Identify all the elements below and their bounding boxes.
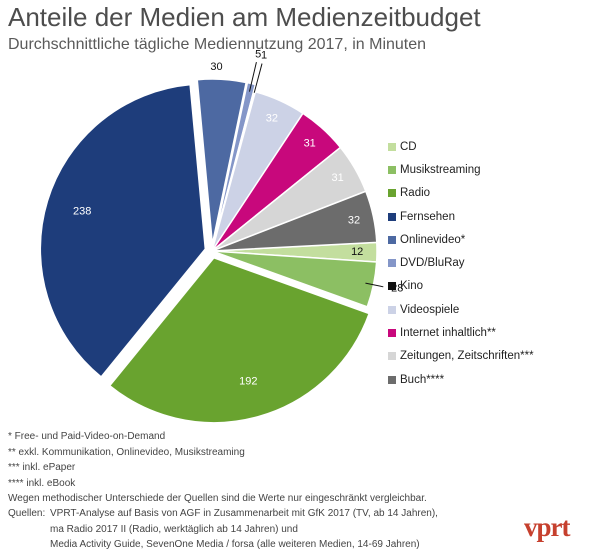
legend-label: Fernsehen [400,210,455,223]
legend: CD Musikstreaming Radio Fernsehen Online… [388,135,534,391]
legend-item-cd: CD [388,135,534,158]
value-label-dvd-bluray: 5 [255,48,261,60]
legend-label: Internet inhaltlich** [400,327,496,340]
source-line: Media Activity Guide, SevenOne Media / f… [50,539,420,550]
legend-swatch [388,212,396,221]
legend-label: Kino [400,280,424,293]
legend-swatch [388,235,396,244]
value-label-videospiele: 32 [266,113,278,125]
legend-swatch [388,142,396,151]
value-label-onlinevideo: 30 [210,61,222,73]
footnote: *** inkl. ePaper [8,462,76,473]
value-label-kino: 1 [261,50,267,62]
leader-line-dvd-bluray [249,62,257,92]
legend-item-onlinevideo: Onlinevideo* [388,228,534,251]
legend-item-videospiele: Videospiele [388,298,534,321]
value-label-internet-inhaltlich: 31 [304,137,316,149]
legend-swatch [388,352,396,361]
legend-item-internet: Internet inhaltlich** [388,321,534,344]
sources-label: Quellen: [8,508,46,519]
legend-label: Zeitungen, Zeitschriften*** [400,350,534,363]
legend-label: Buch**** [400,373,445,386]
legend-item-dvd-bluray: DVD/BluRay [388,251,534,274]
legend-swatch [388,305,396,314]
legend-swatch [388,165,396,174]
chart-subtitle: Durchschnittliche tägliche Mediennutzung… [8,36,427,53]
source-line: VPRT-Analyse auf Basis von AGF in Zusamm… [50,508,438,519]
value-label-zeitungen-zeitschriften: 31 [332,172,344,184]
legend-label: Onlinevideo* [400,233,466,246]
footnote: Wegen methodischer Unterschiede der Quel… [8,493,427,504]
pie-slice-fernsehen [39,83,207,378]
legend-item-kino: Kino [388,275,534,298]
legend-item-fernsehen: Fernsehen [388,205,534,228]
leader-line-musikstreaming [365,282,384,288]
value-label-fernsehen: 238 [73,205,91,217]
legend-label: Musikstreaming [400,163,481,176]
legend-swatch [388,375,396,384]
pie-slice-radio [108,256,371,424]
legend-item-zeitungen: Zeitungen, Zeitschriften*** [388,345,534,368]
legend-item-buch: Buch**** [388,368,534,391]
value-label-radio: 192 [239,376,257,388]
legend-swatch [388,259,396,268]
source-line: ma Radio 2017 II (Radio, werktäglich ab … [50,523,298,535]
legend-label: CD [400,140,417,153]
legend-item-radio: Radio [388,182,534,205]
pie-slice-onlinevideo [196,78,248,245]
legend-swatch [388,189,396,198]
footnote: * Free- und Paid-Video-on-Demand [8,431,166,442]
legend-label: Videospiele [400,303,460,316]
legend-item-musikstreaming: Musikstreaming [388,158,534,181]
legend-label: DVD/BluRay [400,257,465,270]
legend-label: Radio [400,187,431,200]
leader-line-kino [253,63,263,93]
footnote: ** exkl. Kommunikation, Onlinevideo, Mus… [8,446,245,458]
pie-slice-buch [211,190,378,252]
footnotes: * Free- und Paid-Video-on-Demand ** exkl… [8,429,427,507]
value-label-buch: 32 [348,214,360,226]
legend-swatch [388,329,396,338]
footnote: **** inkl. eBook [8,477,76,489]
vprt-logo: vprt [524,512,570,542]
legend-swatch [388,282,396,291]
chart-title: Anteile der Medien am Medienzeitbudget [8,2,481,32]
value-label-cd: 12 [351,246,363,258]
